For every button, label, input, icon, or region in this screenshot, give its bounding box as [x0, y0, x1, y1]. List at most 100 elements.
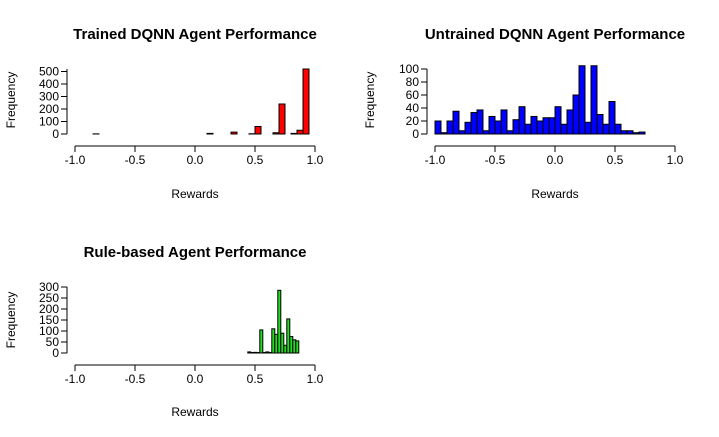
histogram-bar	[482, 130, 490, 135]
y-tick-label: 200	[39, 102, 59, 116]
x-tick-label: 0.5	[607, 153, 624, 167]
histogram-bar	[259, 329, 264, 354]
y-tick-label: 0	[52, 127, 59, 141]
y-tick-label: 100	[399, 62, 419, 76]
y-tick-label: 20	[406, 114, 420, 128]
bars	[434, 65, 646, 135]
histogram-bar	[530, 115, 538, 135]
x-tick-label: 1.0	[667, 153, 684, 167]
histogram-bar	[554, 106, 562, 135]
histogram-bar	[440, 132, 448, 135]
histogram-bar	[277, 289, 282, 354]
histogram-bar	[524, 123, 532, 135]
histogram-bar	[566, 109, 574, 135]
histogram-bar	[608, 101, 616, 135]
y-axis-label: Frequency	[4, 292, 18, 349]
x-tick-label: -0.5	[125, 153, 146, 167]
y-tick-label: 300	[39, 90, 59, 104]
y-tick-label: 50	[46, 335, 60, 349]
histogram-bar	[614, 123, 622, 135]
x-tick-label: -1.0	[65, 372, 86, 386]
histogram-bar	[596, 114, 604, 135]
histogram-bar	[512, 119, 520, 135]
histogram-bar	[494, 120, 502, 135]
histogram-bar	[230, 131, 238, 135]
histogram-bar	[254, 126, 262, 135]
histogram-bar	[632, 132, 640, 135]
x-tick-label: 0.0	[187, 153, 204, 167]
histogram-bar	[295, 340, 300, 354]
chart-title: Rule-based Agent Performance	[84, 244, 307, 261]
histogram-bar	[626, 130, 634, 135]
histogram-bar	[452, 110, 460, 135]
y-tick-label: 500	[39, 65, 59, 79]
histogram-bar	[286, 318, 291, 354]
x-ticks: -1.0 -0.5 0.0 0.5 1.0	[65, 365, 324, 386]
x-tick-label: 0.0	[187, 372, 204, 386]
histogram-bar	[578, 65, 586, 135]
histogram-bar	[584, 121, 592, 135]
x-tick-label: -1.0	[425, 153, 446, 167]
histogram-bar	[536, 120, 544, 135]
bars	[247, 289, 300, 354]
x-tick-label: 1.0	[307, 153, 324, 167]
x-axis-label: Rewards	[171, 187, 218, 201]
y-tick-label: 40	[406, 101, 420, 115]
x-tick-label: 0.0	[547, 153, 564, 167]
histogram-bar	[476, 109, 484, 135]
y-tick-label: 250	[39, 291, 59, 305]
histogram-bar	[572, 94, 580, 135]
histogram-bar	[296, 129, 304, 135]
x-axis-label: Rewards	[171, 405, 218, 419]
histogram-bar	[560, 123, 568, 135]
y-tick-label: 100	[39, 324, 59, 338]
x-tick-label: -0.5	[125, 372, 146, 386]
x-tick-label: 0.5	[247, 153, 264, 167]
histogram-bar	[620, 130, 628, 135]
x-tick-label: 0.5	[247, 372, 264, 386]
rule-based-histogram: Rule-based Agent Performance Rewards Fre…	[4, 244, 324, 419]
histogram-bar	[488, 115, 496, 135]
histogram-bar	[206, 132, 214, 135]
histogram-bar	[434, 120, 442, 135]
x-tick-label: -1.0	[65, 153, 86, 167]
y-tick-label: 400	[39, 77, 59, 91]
histogram-bar	[518, 106, 526, 135]
histogram-bar	[290, 132, 298, 135]
x-axis-label: Rewards	[531, 187, 578, 201]
chart-title: Untrained DQNN Agent Performance	[425, 26, 685, 43]
y-tick-label: 0	[412, 127, 419, 141]
histogram-bar	[590, 65, 598, 135]
y-axis-label: Frequency	[4, 72, 18, 129]
histogram-bar	[280, 332, 285, 354]
histogram-bar	[638, 131, 646, 135]
histogram-bar	[302, 68, 310, 135]
histogram-bar	[542, 117, 550, 135]
chart-title: Trained DQNN Agent Performance	[73, 26, 317, 43]
y-tick-label: 0	[52, 346, 59, 360]
histogram-bar	[446, 120, 454, 135]
y-tick-label: 100	[39, 115, 59, 129]
histogram-bar	[602, 123, 610, 135]
histogram-bar	[500, 109, 508, 135]
y-tick-label: 60	[406, 88, 420, 102]
histogram-bar	[506, 130, 514, 135]
y-tick-label: 300	[39, 280, 59, 294]
y-tick-label: 150	[39, 313, 59, 327]
x-ticks: -1.0 -0.5 0.0 0.5 1.0	[425, 146, 684, 167]
histogram-bar	[464, 121, 472, 135]
untrained-dqnn-histogram: Untrained DQNN Agent Performance Rewards…	[363, 26, 685, 201]
histogram-bar	[278, 103, 286, 135]
bars	[92, 68, 310, 135]
x-ticks: -1.0 -0.5 0.0 0.5 1.0	[65, 146, 324, 167]
histogram-bar	[272, 132, 280, 135]
histogram-bar	[548, 117, 556, 135]
x-tick-label: 1.0	[307, 372, 324, 386]
histogram-bar	[470, 112, 478, 135]
y-tick-label: 80	[406, 75, 420, 89]
y-tick-label: 200	[39, 302, 59, 316]
